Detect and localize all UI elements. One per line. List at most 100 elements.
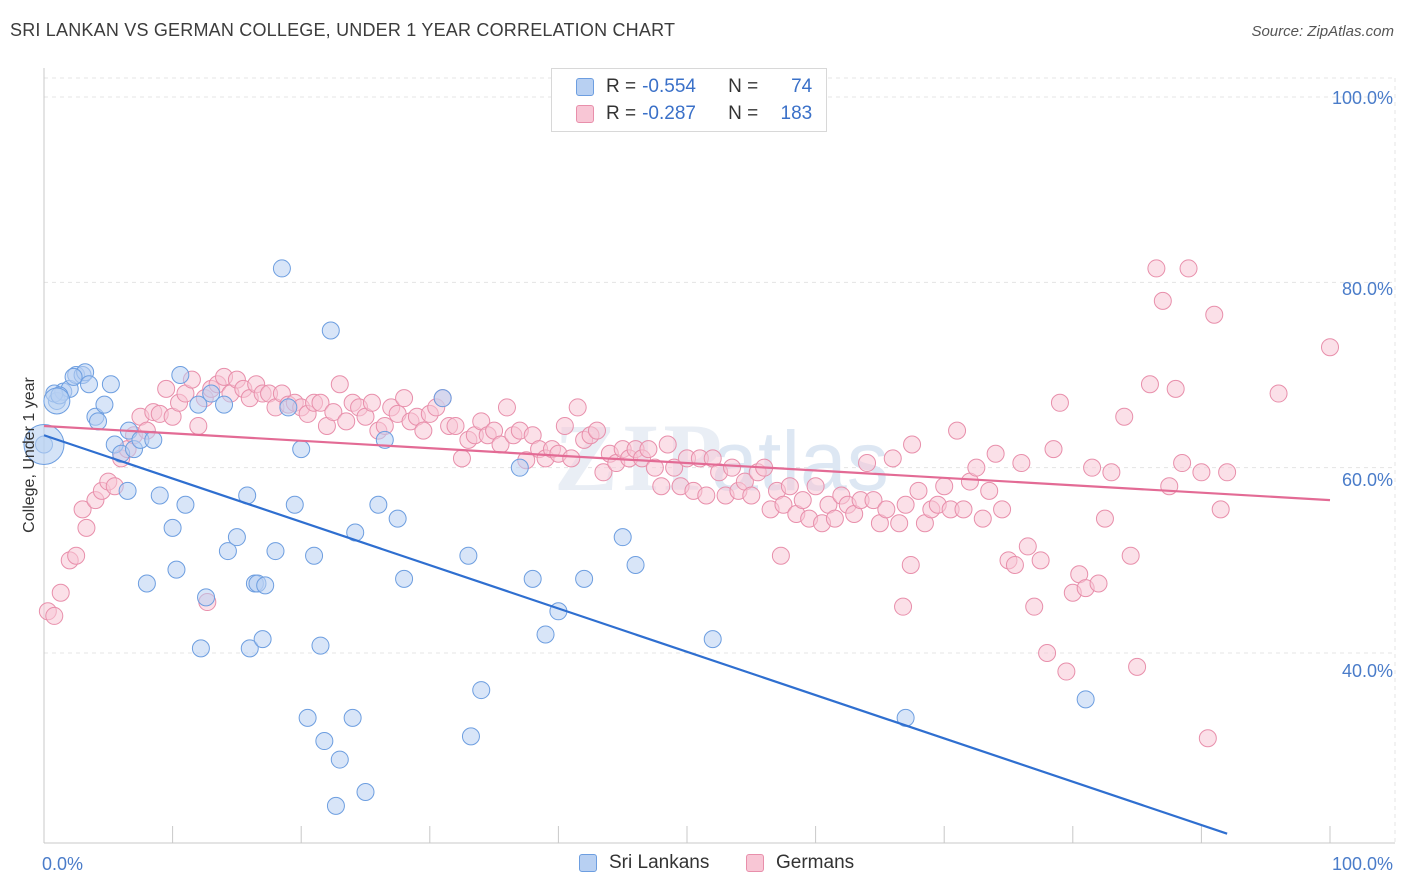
data-point-cluster bbox=[23, 424, 65, 465]
data-point bbox=[903, 435, 922, 454]
data-point bbox=[1121, 546, 1140, 565]
data-point bbox=[864, 491, 883, 510]
data-point bbox=[337, 412, 356, 431]
data-point bbox=[311, 636, 330, 655]
data-point bbox=[652, 477, 671, 496]
data-point bbox=[1321, 338, 1339, 357]
data-point bbox=[472, 681, 491, 700]
data-point bbox=[896, 495, 915, 514]
source-label: Source: ZipAtlas.com bbox=[1251, 23, 1394, 40]
data-point bbox=[45, 606, 64, 625]
data-point bbox=[1083, 458, 1102, 477]
data-point bbox=[626, 555, 645, 574]
data-point bbox=[723, 458, 742, 477]
legend-swatch-pink bbox=[746, 854, 764, 872]
data-point bbox=[568, 398, 587, 417]
r-value: -0.554 bbox=[642, 76, 696, 97]
data-point bbox=[523, 569, 542, 588]
data-point bbox=[613, 528, 632, 547]
data-point bbox=[1025, 597, 1044, 616]
legend-row-germans: R = -0.287 N = 183 bbox=[576, 102, 812, 126]
data-point bbox=[575, 569, 594, 588]
data-point bbox=[825, 509, 844, 528]
data-point bbox=[894, 597, 913, 616]
data-point bbox=[414, 421, 433, 440]
legend-item-germans: Germans bbox=[746, 852, 854, 874]
data-point bbox=[1038, 644, 1057, 662]
data-point bbox=[73, 500, 92, 519]
x-tick-label: 0.0% bbox=[42, 854, 83, 874]
data-point bbox=[948, 421, 967, 440]
data-point bbox=[1018, 537, 1037, 556]
y-tick-label: 100.0% bbox=[1332, 88, 1393, 108]
data-point bbox=[343, 708, 362, 727]
y-axis-title: College, Under 1 year bbox=[21, 377, 38, 533]
data-point bbox=[1269, 384, 1288, 403]
legend-swatch-blue bbox=[579, 854, 597, 872]
data-point bbox=[189, 416, 208, 435]
data-point bbox=[1128, 657, 1147, 676]
data-point bbox=[980, 481, 999, 500]
data-point bbox=[1050, 393, 1069, 412]
data-point bbox=[272, 259, 291, 278]
data-point bbox=[433, 389, 452, 408]
n-label: N = bbox=[728, 76, 759, 97]
data-point bbox=[555, 416, 574, 435]
data-point bbox=[1031, 551, 1050, 570]
data-point bbox=[658, 435, 677, 454]
data-point bbox=[369, 495, 388, 514]
data-point bbox=[150, 486, 169, 505]
data-point bbox=[362, 393, 381, 412]
data-point bbox=[395, 569, 414, 588]
data-point bbox=[80, 375, 99, 394]
data-point bbox=[1218, 463, 1237, 482]
data-point bbox=[64, 367, 83, 386]
data-point bbox=[806, 477, 825, 496]
y-tick-label: 80.0% bbox=[1342, 279, 1393, 299]
data-point bbox=[1115, 407, 1134, 426]
data-point bbox=[935, 477, 954, 496]
data-point bbox=[793, 491, 812, 510]
data-point bbox=[375, 430, 394, 449]
data-point bbox=[118, 481, 137, 500]
data-point bbox=[877, 500, 896, 519]
data-point bbox=[639, 440, 658, 459]
data-point bbox=[909, 481, 928, 500]
data-point bbox=[1102, 463, 1121, 482]
data-point bbox=[324, 403, 343, 422]
y-tick-label: 40.0% bbox=[1342, 661, 1393, 681]
data-point bbox=[993, 500, 1012, 519]
data-point bbox=[973, 509, 992, 528]
data-point bbox=[1057, 662, 1076, 681]
correlation-legend: R = -0.554 N = 74 R = -0.287 N = 183 bbox=[551, 68, 827, 132]
data-point bbox=[321, 321, 340, 340]
data-point bbox=[191, 639, 210, 658]
data-point bbox=[167, 560, 186, 579]
data-point bbox=[510, 458, 529, 477]
data-point bbox=[89, 412, 108, 431]
data-point bbox=[1211, 500, 1230, 519]
data-point bbox=[298, 708, 317, 727]
data-point bbox=[1076, 690, 1095, 709]
data-point bbox=[1012, 454, 1031, 473]
y-tick-label: 60.0% bbox=[1342, 470, 1393, 490]
legend-row-sri-lankans: R = -0.554 N = 74 bbox=[576, 75, 812, 99]
tick-labels: 100.0% 80.0% 60.0% 40.0% 0.0% 100.0% bbox=[42, 88, 1393, 874]
data-point bbox=[285, 495, 304, 514]
r-label: R = bbox=[606, 76, 637, 97]
data-point bbox=[279, 398, 298, 417]
data-point bbox=[1140, 375, 1159, 394]
data-point bbox=[311, 393, 330, 412]
data-point bbox=[883, 449, 902, 468]
data-point bbox=[305, 546, 324, 565]
data-point bbox=[77, 518, 96, 537]
data-point bbox=[1205, 305, 1224, 324]
data-point bbox=[587, 421, 606, 440]
r-label: R = bbox=[606, 103, 637, 124]
data-point bbox=[780, 477, 799, 496]
n-value: 183 bbox=[780, 103, 813, 124]
data-point bbox=[1192, 463, 1211, 482]
data-point bbox=[774, 495, 793, 514]
data-point bbox=[1166, 379, 1185, 398]
